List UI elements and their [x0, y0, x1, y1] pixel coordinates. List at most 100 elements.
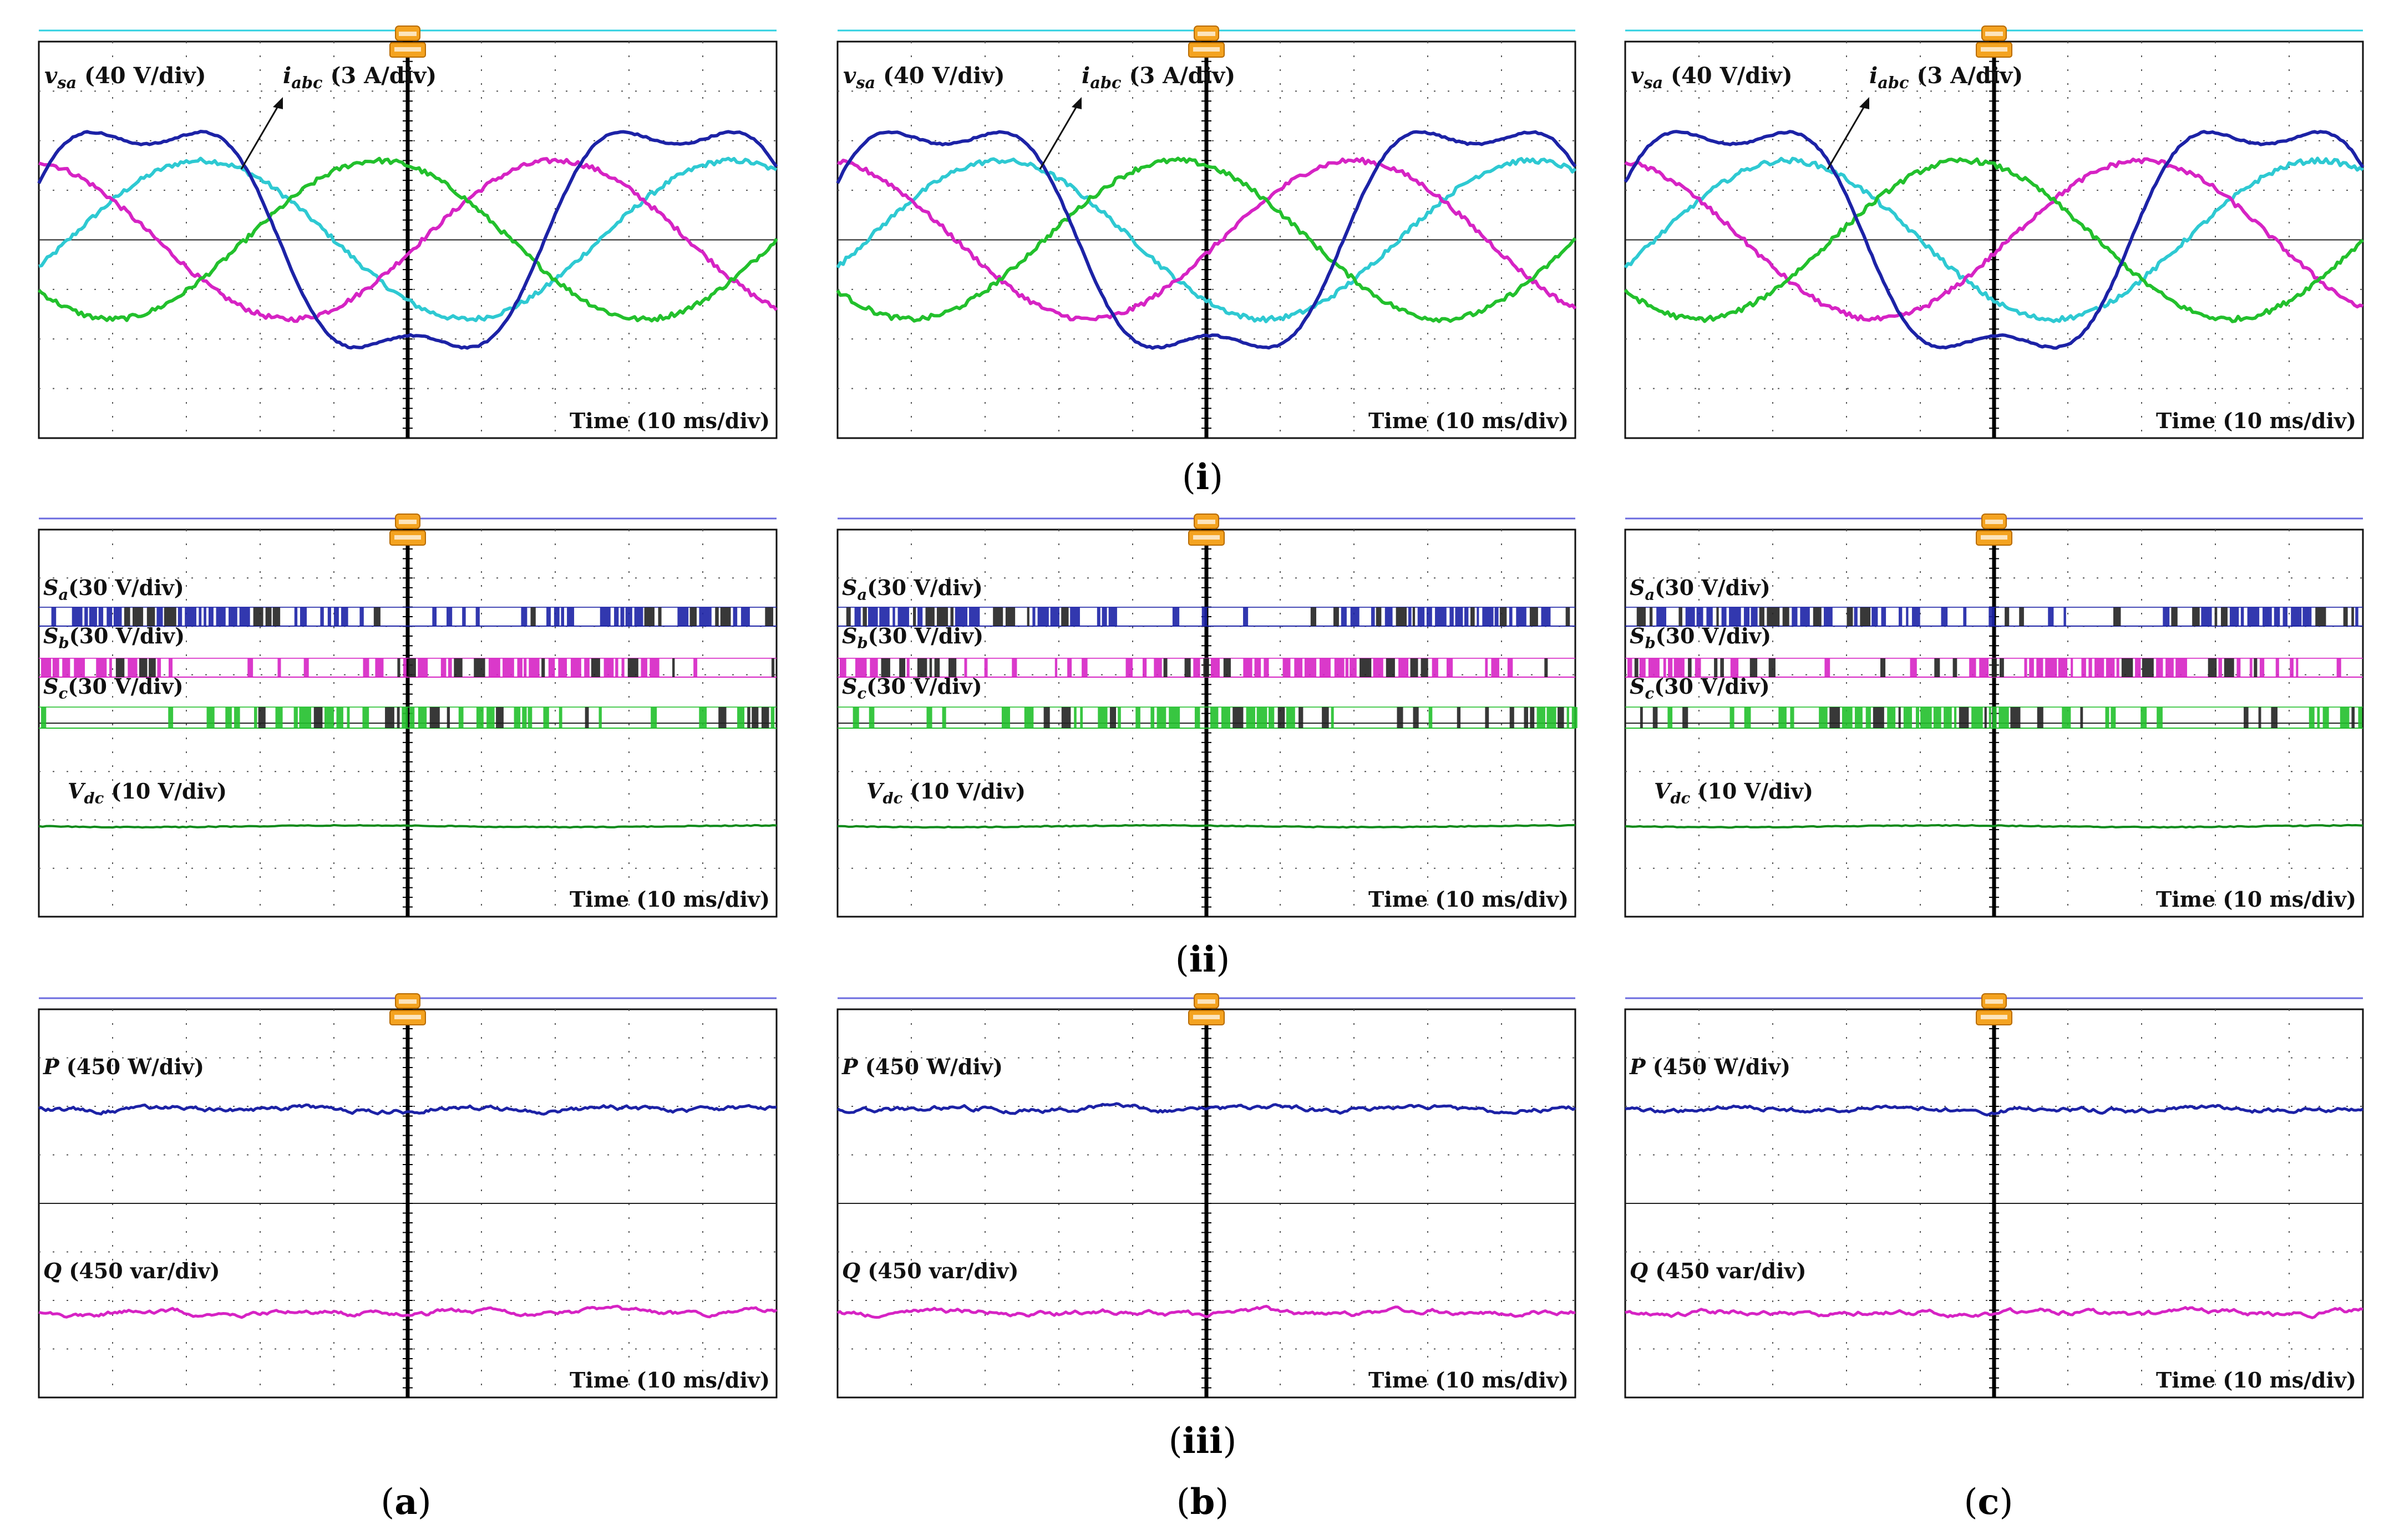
- switch-pulse: [2140, 707, 2147, 728]
- row-label-ii-text: ii: [1189, 939, 1216, 980]
- switch-pulse: [1640, 707, 1643, 728]
- time-scale-label: Time (10 ms/div): [570, 408, 770, 433]
- switch-pulse: [2322, 707, 2329, 728]
- series-sb-label-main: S: [43, 623, 58, 648]
- trace-i_b: [1624, 157, 2363, 322]
- switch-pulse: [300, 607, 307, 626]
- switch-pulse: [2142, 658, 2154, 677]
- trace-Q: [836, 1304, 1576, 1319]
- switch-pulse: [1345, 658, 1349, 677]
- switch-pulse: [96, 658, 107, 677]
- switch-pulse: [2340, 707, 2350, 728]
- switch-pulse: [658, 607, 662, 626]
- switch-pulse: [1232, 707, 1244, 728]
- switch-pulse: [239, 607, 250, 626]
- switch-pulse: [1730, 658, 1739, 677]
- series-sb-label-unit: (30 V/div): [1656, 623, 1772, 648]
- column-label-c: (c): [1964, 1481, 2013, 1523]
- switch-pulse: [2105, 707, 2109, 728]
- switch-pulse: [1350, 658, 1357, 677]
- series-p-label-unit: (450 W/div): [858, 1054, 1003, 1079]
- switch-pulse: [2037, 707, 2043, 728]
- switch-pulse: [1499, 607, 1507, 626]
- switch-pulse: [541, 658, 545, 677]
- time-scale-label: Time (10 ms/div): [2156, 408, 2356, 433]
- time-scale-label: Time (10 ms/div): [570, 1368, 770, 1392]
- switch-pulse: [1410, 658, 1418, 677]
- switch-pulse: [225, 707, 232, 728]
- switch-pulse: [1264, 658, 1269, 677]
- switch-pulse: [1829, 707, 1840, 728]
- switch-pulse: [2175, 658, 2187, 677]
- switch-pulse: [855, 658, 867, 677]
- series-vsa-label-unit: (40 V/div): [1663, 63, 1792, 89]
- switch-pulse: [397, 658, 400, 677]
- switch-pulse: [627, 658, 638, 677]
- switch-pulse: [2336, 658, 2341, 677]
- switch-pulse: [689, 607, 697, 626]
- series-sb-label: Sb(30 V/div): [43, 623, 185, 652]
- switch-pulse: [644, 607, 655, 626]
- switch-pulse: [1536, 707, 1545, 728]
- switch-pulse: [1989, 607, 1995, 626]
- switch-pulse: [1169, 707, 1180, 728]
- switch-pulse: [2244, 707, 2249, 728]
- switch-pulse: [1074, 707, 1077, 728]
- switch-pulse: [1221, 707, 1230, 728]
- switch-pulse: [234, 707, 240, 728]
- switch-pulse: [651, 707, 657, 728]
- switch-pulse: [548, 658, 555, 677]
- series-sb-label: Sb(30 V/div): [842, 623, 983, 652]
- switch-pulse: [926, 707, 932, 728]
- switch-pulse: [1005, 607, 1016, 626]
- switch-pulse: [1744, 707, 1751, 728]
- switch-pulse: [1098, 707, 1108, 728]
- switch-pulse: [1824, 658, 1830, 677]
- panel-ii-c: Sa(30 V/div)Sb(30 V/div)Sc(30 V/div)Vdc …: [1624, 514, 2364, 918]
- switch-pulse: [1729, 607, 1741, 626]
- column-label-a-text: a: [394, 1481, 417, 1523]
- switch-pulse: [1656, 607, 1667, 626]
- switch-pulse: [475, 607, 480, 626]
- switch-pulse: [402, 707, 408, 728]
- series-sa-label: Sa(30 V/div): [1630, 575, 1771, 603]
- switch-pulse: [1032, 607, 1036, 626]
- switch-pulse: [432, 607, 437, 626]
- switch-pulse: [133, 607, 144, 626]
- row-label-iii-text: iii: [1183, 1420, 1223, 1462]
- series-q-label: Q (450 var/div): [1630, 1258, 1807, 1283]
- switch-pulse: [89, 607, 97, 626]
- trigger-marker-icon: [1188, 26, 1225, 58]
- switch-pulse: [1824, 607, 1833, 626]
- switch-pulse: [1767, 607, 1780, 626]
- switch-pulse: [1842, 707, 1853, 728]
- switch-pulse: [1412, 607, 1416, 626]
- switch-pulse: [1067, 658, 1072, 677]
- series-sc-label-main: S: [43, 674, 58, 699]
- trace-vdc: [38, 824, 777, 829]
- switch-pulse: [1759, 607, 1764, 626]
- switch-pulse: [275, 707, 283, 728]
- switch-pulse: [1652, 707, 1658, 728]
- switch-pulse: [699, 607, 712, 626]
- switch-pulse: [1984, 707, 1987, 728]
- switch-pulse: [1061, 607, 1069, 626]
- switch-pulse: [1256, 707, 1267, 728]
- time-scale-label: Time (10 ms/div): [2156, 1368, 2356, 1392]
- series-vdc-label: Vdc (10 V/div): [866, 779, 1026, 807]
- series-iabc-label-main: i: [1082, 63, 1090, 89]
- switch-pulse: [458, 707, 464, 728]
- trace-v_sa: [37, 130, 778, 350]
- switch-pulse: [208, 607, 214, 626]
- switch-pulse: [1782, 607, 1789, 626]
- switch-pulse: [634, 607, 643, 626]
- series-p-label-main: P: [1629, 1054, 1646, 1079]
- trace-P: [38, 1103, 777, 1116]
- series-iabc-label: iabc (3 A/div): [1082, 63, 1235, 92]
- switch-pulse: [1243, 658, 1252, 677]
- switch-pulse: [1813, 607, 1822, 626]
- switch-pulse: [1097, 607, 1100, 626]
- trace-i_b: [38, 157, 778, 323]
- switch-pulse: [1906, 607, 1909, 626]
- switch-pulse: [1729, 707, 1734, 728]
